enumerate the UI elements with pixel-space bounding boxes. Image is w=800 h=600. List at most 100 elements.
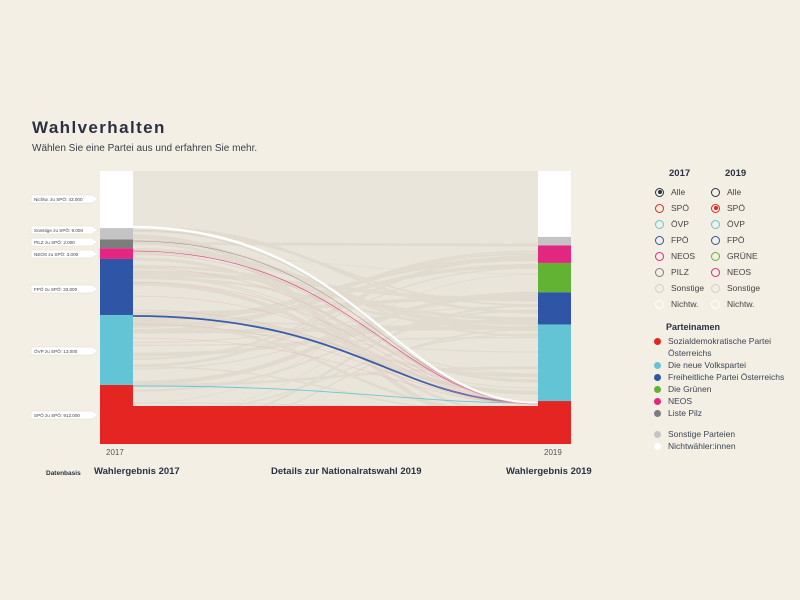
radio-2019-oevp[interactable]: ÖVP [711,216,760,232]
radio-label: Nichtw. [671,299,699,309]
radio-circle-icon [655,203,664,213]
radio-circle-icon [711,187,720,197]
radio-circle-icon [655,219,664,229]
party-names-heading: Parteinamen [666,322,721,332]
background-flow-path [132,256,539,323]
flow-label-text: FPÖ zu SPÖ: 33.000 [34,286,78,292]
radio-2019-gruene[interactable]: GRÜNE [711,248,760,264]
radio-2019-nichtw[interactable]: Nichtw. [711,296,760,312]
radio-circle-icon [711,235,720,245]
party-legend-label: Die neue Volkspartei [668,360,746,370]
background-flow-path [132,242,539,247]
legend-2017-heading: 2017 [669,168,691,179]
party-color-dot-icon [654,361,661,369]
flow-label-neos: NEOS zu SPÖ: 3.000 [30,249,99,259]
bar-2017-spoe[interactable] [100,384,133,444]
radio-circle-icon [711,219,720,229]
highlight-flows [132,225,539,405]
radio-circle-icon [655,267,664,277]
party-legend-label: Sozialdemokratische Partei Österreichs [668,336,771,358]
party-legend-label: NEOS [668,396,693,406]
flow-label-spoe: SPÖ zu SPÖ: 912.000 [30,410,99,420]
bar-2019-neos[interactable] [538,245,571,263]
radio-2017-fpoe[interactable]: FPÖ [655,232,704,248]
radio-2019-neos[interactable]: NEOS [711,264,760,280]
flow-nichtw-to-spoe[interactable] [132,225,539,405]
bar-2019-fpoe[interactable] [538,292,571,325]
legend-2019: 2019 Alle SPÖ ÖVP FPÖ GRÜNE NEOS Sonstige Nicht… [711,168,760,312]
radio-label: SPÖ [727,203,745,213]
flow-label-text: ÖVP zu SPÖ: 13.000 [34,348,78,354]
bar-2017-oevp[interactable] [100,314,133,385]
party-color-dot-icon [654,385,661,393]
radio-label: SPÖ [671,203,689,213]
flow-oevp-to-spoe[interactable] [132,385,539,404]
legend-2019-heading: 2019 [725,168,747,179]
bar-2019-spoe[interactable] [538,401,571,444]
flow-label-text: Sonstige zu SPÖ: 9.000 [34,227,83,233]
radio-2017-sonstige[interactable]: Sonstige [655,280,704,296]
radio-2019-sonstige[interactable]: Sonstige [711,280,760,296]
flow-label-tag [30,194,99,204]
radio-2019-spoe[interactable]: SPÖ [711,200,760,216]
footer-wahlergebnis-2017[interactable]: Wahlergebnis 2017 [94,466,180,477]
bar-2017-nichtw[interactable] [100,171,133,229]
legend-2017: 2017 Alle SPÖ ÖVP FPÖ NEOS PILZ Sonstige Nichtw… [655,168,704,312]
party-legend-item: Die neue Volkspartei [643,359,793,371]
radio-circle-icon [655,187,664,197]
flow-label-text: SPÖ zu SPÖ: 912.000 [34,412,80,418]
flow-label-text: NEOS zu SPÖ: 3.000 [34,251,79,257]
party-color-dot-icon [654,442,661,450]
party-legend-item: Die Grünen [643,383,793,395]
party-color-dot-icon [654,337,661,345]
bar-2017-fpoe[interactable] [100,258,133,315]
radio-label: Sonstige [671,283,705,293]
bar-2017-sonstige[interactable] [100,228,133,240]
flow-label-tag [30,346,99,356]
background-flow-path [132,263,539,328]
axis-label-2017: 2017 [106,448,124,457]
radio-2017-alle[interactable]: Alle [655,184,704,200]
party-color-dot-icon [654,397,661,405]
datenbasis-link[interactable]: Datenbasis [46,470,81,477]
flow-spoe-to-spoe[interactable] [133,406,538,444]
radio-label: GRÜNE [727,251,758,261]
flow-label-fpoe: FPÖ zu SPÖ: 33.000 [30,284,99,294]
bar-2019-sonstige[interactable] [538,236,571,246]
flow-label-tag [30,225,99,235]
bar-2019-oevp[interactable] [538,324,571,402]
party-legend-item: Freiheitliche Partei Österreichs [643,371,793,383]
background-flow-path [132,254,539,274]
bar-2017-neos[interactable] [100,248,133,259]
bar-2017-pilz[interactable] [100,239,133,249]
radio-label: Alle [727,187,742,197]
radio-2019-alle[interactable]: Alle [711,184,760,200]
radio-2019-fpoe[interactable]: FPÖ [711,232,760,248]
party-legend-label: Nichtwähler:innen [668,441,736,451]
background-flow-path [132,226,539,314]
party-legend-label: Sonstige Parteien [668,429,736,439]
flow-label-nichtw: Nichtw. zu SPÖ: 43.000 [30,194,99,204]
party-legend-item: NEOS [643,395,793,407]
axis-label-2019: 2019 [544,448,562,457]
footer-wahlergebnis-2019[interactable]: Wahlergebnis 2019 [506,466,592,477]
background-flow-path [132,275,539,389]
radio-2017-spoe[interactable]: SPÖ [655,200,704,216]
flow-label-text: PILZ zu SPÖ: 2.000 [34,239,75,245]
background-flow-path [132,274,539,404]
footer-details-2019[interactable]: Details zur Nationalratswahl 2019 [271,466,422,477]
radio-label: ÖVP [671,219,689,229]
radio-circle-icon [711,267,720,277]
bar-2019-gruene[interactable] [538,262,571,293]
party-legend-label: Liste Pilz [668,408,703,418]
radio-2017-pilz[interactable]: PILZ [655,264,704,280]
radio-2017-oevp[interactable]: ÖVP [655,216,704,232]
radio-label: Nichtw. [727,299,755,309]
radio-2017-neos[interactable]: NEOS [655,248,704,264]
bar-2019-nichtw[interactable] [538,171,571,237]
flow-label-sonstige: Sonstige zu SPÖ: 9.000 [30,225,99,235]
radio-circle-icon [655,299,664,309]
radio-2017-nichtw[interactable]: Nichtw. [655,296,704,312]
page-title: Wahlverhalten [32,118,166,137]
